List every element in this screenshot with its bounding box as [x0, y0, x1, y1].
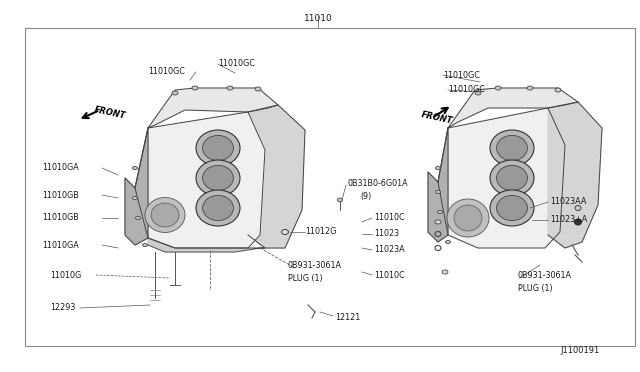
Text: 11010GC: 11010GC: [448, 86, 485, 94]
Ellipse shape: [192, 86, 198, 90]
Ellipse shape: [136, 217, 141, 219]
Ellipse shape: [442, 270, 448, 274]
Text: PLUG (1): PLUG (1): [518, 283, 552, 292]
Polygon shape: [548, 102, 602, 248]
Text: PLUG (1): PLUG (1): [288, 273, 323, 282]
Text: 0B31B0-6G01A: 0B31B0-6G01A: [348, 179, 408, 187]
Ellipse shape: [438, 211, 442, 214]
Ellipse shape: [575, 219, 582, 225]
Ellipse shape: [454, 205, 482, 231]
Text: 11010GB: 11010GB: [42, 190, 79, 199]
Text: 11010GC: 11010GC: [218, 60, 255, 68]
Polygon shape: [148, 88, 278, 128]
Polygon shape: [448, 88, 578, 128]
Ellipse shape: [143, 244, 147, 247]
Ellipse shape: [497, 195, 527, 221]
Ellipse shape: [203, 135, 234, 161]
Text: 11010G: 11010G: [50, 270, 81, 279]
Polygon shape: [125, 128, 148, 245]
Ellipse shape: [497, 166, 527, 190]
Text: 11010C: 11010C: [374, 270, 404, 279]
Ellipse shape: [172, 91, 178, 95]
Ellipse shape: [203, 195, 234, 221]
Ellipse shape: [145, 198, 185, 232]
Ellipse shape: [435, 167, 440, 170]
Ellipse shape: [151, 203, 179, 227]
Text: J1100191: J1100191: [561, 346, 600, 355]
Ellipse shape: [435, 220, 441, 224]
Text: 11010GA: 11010GA: [42, 241, 79, 250]
Ellipse shape: [490, 160, 534, 196]
Text: 12121: 12121: [335, 314, 360, 323]
Text: 11023+A: 11023+A: [550, 215, 588, 224]
Text: FRONT: FRONT: [93, 105, 126, 121]
Ellipse shape: [447, 199, 489, 237]
Text: FRONT: FRONT: [420, 110, 453, 126]
Polygon shape: [148, 238, 265, 252]
Ellipse shape: [435, 190, 440, 193]
Ellipse shape: [282, 230, 289, 234]
Text: 11012G: 11012G: [305, 228, 337, 237]
Text: 11023: 11023: [374, 230, 399, 238]
Ellipse shape: [196, 130, 240, 166]
Text: 11010GC: 11010GC: [148, 67, 185, 77]
Ellipse shape: [255, 87, 261, 91]
Ellipse shape: [132, 196, 138, 199]
Ellipse shape: [445, 241, 451, 244]
Text: 0B931-3061A: 0B931-3061A: [288, 260, 342, 269]
Ellipse shape: [203, 166, 234, 190]
Ellipse shape: [196, 190, 240, 226]
Text: 0B931-3061A: 0B931-3061A: [518, 270, 572, 279]
Ellipse shape: [227, 86, 233, 90]
Text: (9): (9): [360, 192, 371, 201]
Ellipse shape: [555, 88, 561, 92]
Polygon shape: [248, 105, 305, 248]
Ellipse shape: [495, 86, 501, 90]
Text: 11010C: 11010C: [374, 214, 404, 222]
Ellipse shape: [475, 91, 481, 95]
Bar: [25, 28, 635, 346]
Ellipse shape: [132, 167, 138, 170]
Ellipse shape: [575, 205, 581, 211]
Text: 12293: 12293: [50, 304, 76, 312]
Ellipse shape: [490, 130, 534, 166]
Polygon shape: [438, 108, 565, 248]
Ellipse shape: [337, 198, 342, 202]
Ellipse shape: [497, 135, 527, 161]
Text: 11023A: 11023A: [374, 246, 404, 254]
Text: 11010GB: 11010GB: [42, 214, 79, 222]
Text: 11010: 11010: [303, 14, 332, 23]
Text: 11010GA: 11010GA: [42, 164, 79, 173]
Text: 11023AA: 11023AA: [550, 198, 586, 206]
Ellipse shape: [490, 190, 534, 226]
Polygon shape: [428, 128, 448, 242]
Ellipse shape: [196, 160, 240, 196]
Polygon shape: [135, 112, 265, 248]
Text: 11010GC: 11010GC: [443, 71, 480, 80]
Ellipse shape: [527, 86, 533, 90]
